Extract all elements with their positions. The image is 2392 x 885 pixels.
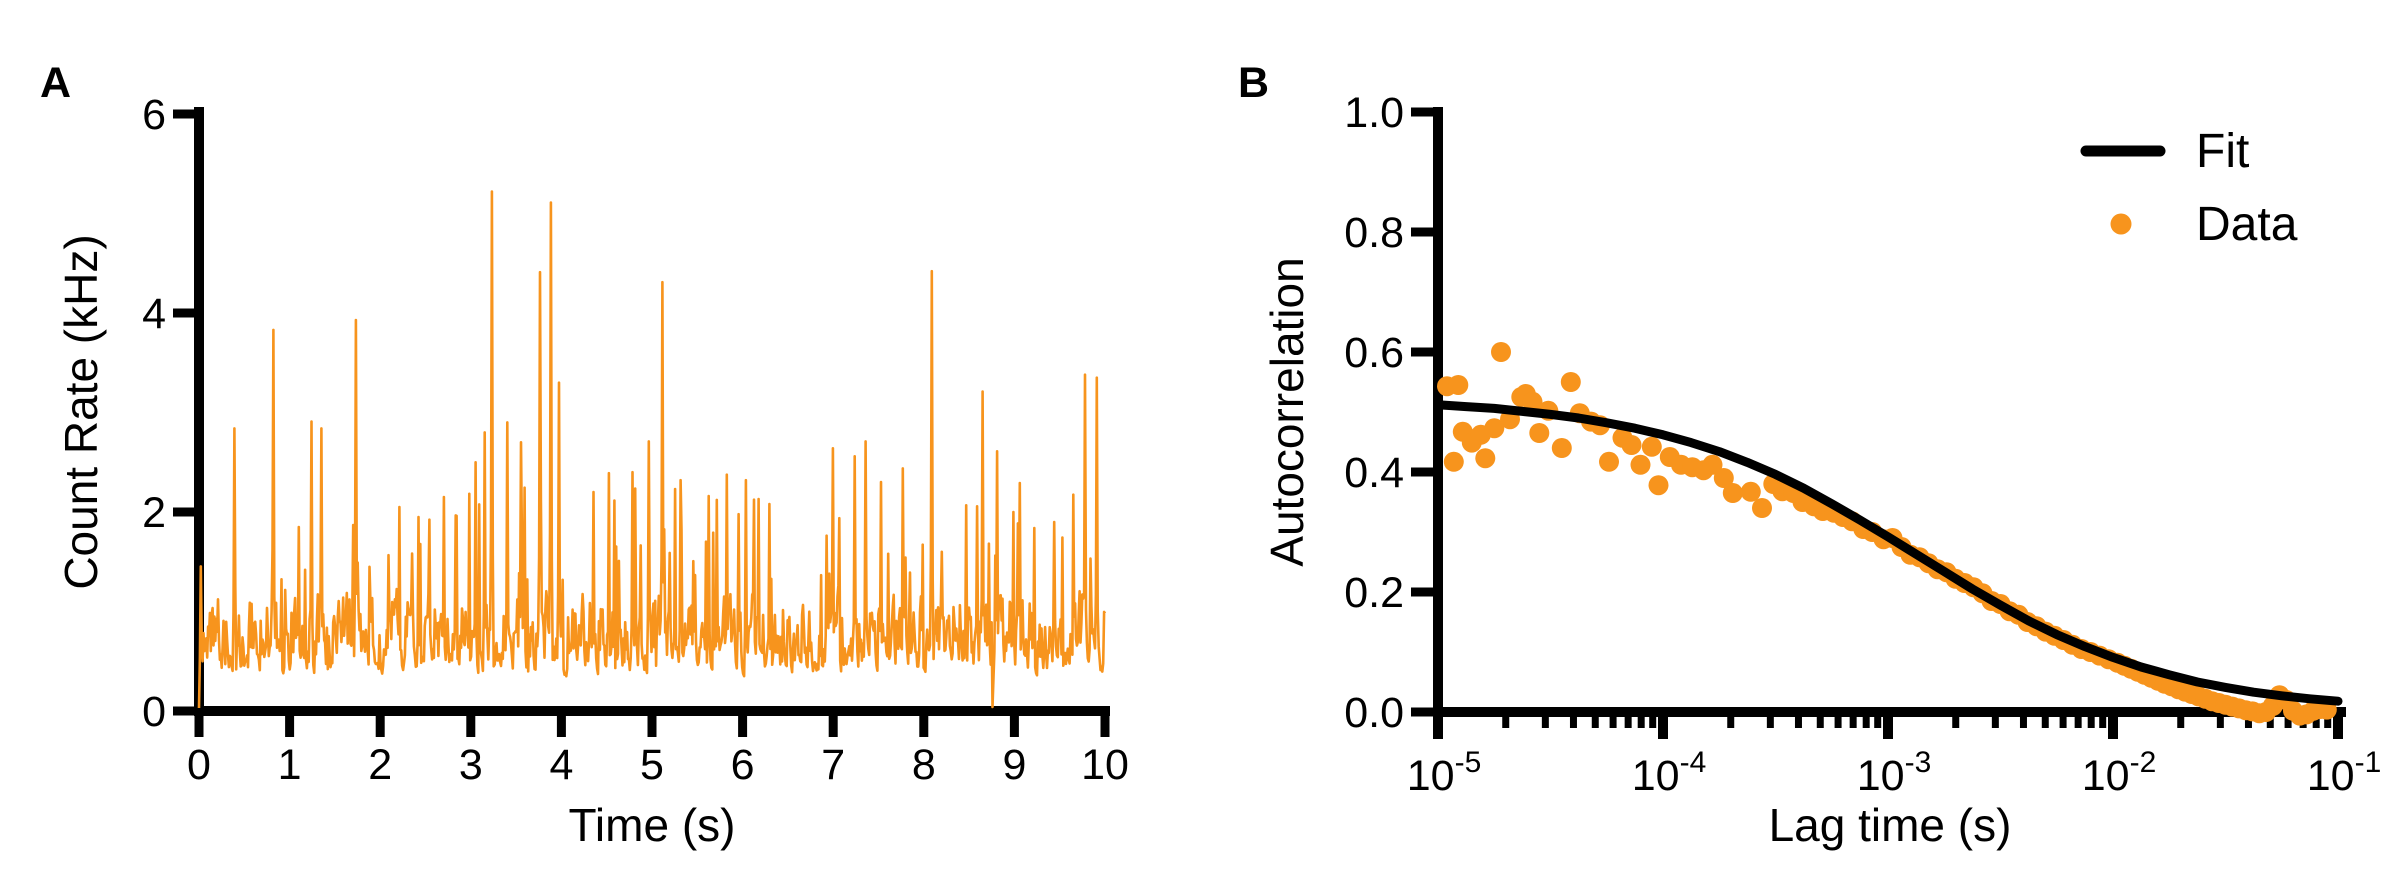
autocorrelation-data-point [1621,435,1642,455]
panel-b: B Autocorrelation Lag time (s) 0.0 0.2 0.4… [1238,59,2381,851]
panel-a-y-tick-label: 0 [142,688,166,736]
autocorrelation-data-point [1560,372,1581,392]
panel-a-x-tick-label: 1 [278,741,302,789]
autocorrelation-data-point [1448,375,1469,395]
count-rate-trace-line [197,190,1107,709]
autocorrelation-data-point [1722,483,1743,503]
autocorrelation-data-point [1648,475,1669,496]
autocorrelation-data-point [1713,468,1734,488]
autocorrelation-data-point [1522,391,1543,412]
autocorrelation-data-point [1702,454,1723,475]
panel-b-y-tick-label: 0.4 [1344,449,1404,497]
autocorrelation-data-point [1641,436,1662,457]
panel-a-y-tick-label: 2 [142,489,166,537]
autocorrelation-data-point [1529,423,1550,443]
panel-a-x-tick-label: 7 [821,741,845,789]
panel-a-x-tick-label: 5 [640,741,664,789]
panel-a-y-tick-label: 6 [142,91,166,139]
panel-b-y-tick-label: 0.0 [1344,689,1404,737]
panel-a-x-tick-label: 4 [549,741,573,789]
panel-b-x-tick-label: 10-5 [1407,746,1482,800]
autocorrelation-data-point [1491,342,1511,362]
panel-b-y-axis-title: Autocorrelation [1261,257,1313,566]
panel-b-x-tick-label: 10-3 [1857,746,1932,800]
panel-b-x-axis-title: Lag time (s) [1769,799,2012,851]
panel-a-y-tick-label: 4 [142,290,166,338]
panel-b-y-tick-label: 0.8 [1344,209,1404,257]
autocorrelation-data-point [1475,448,1496,469]
panel-a-x-tick-label: 8 [912,741,936,789]
autocorrelation-data-point [1752,498,1772,518]
panel-b-x-tick-label: 10-2 [2082,746,2157,800]
autocorrelation-data-point [1443,451,1464,472]
panel-a-x-tick-label: 6 [731,741,755,789]
panel-a-x-tick-label: 10 [1081,741,1129,789]
legend-data-label: Data [2196,198,2298,251]
panel-b-x-tick-label: 10-4 [1632,746,1707,800]
panel-b-y-tick-label: 1.0 [1344,89,1404,137]
autocorrelation-data-point [1599,451,1619,472]
panel-b-axes: 0.0 0.2 0.4 0.6 0.8 1.0 10-5 10-4 10-3 10-2 10-1 [1344,89,2381,800]
autocorrelation-data-point [1740,481,1761,502]
legend-data-dot-swatch [2110,213,2132,235]
panel-a-x-tick-label: 3 [459,741,483,789]
panel-a-axes: 0 2 4 6 0 1 2 3 4 5 6 7 8 9 10 [142,91,1129,789]
autocorrelation-data-point [1484,418,1505,439]
panel-b-fit-curve [1433,400,2343,706]
panel-b-label: B [1238,59,1269,107]
legend-fit-label: Fit [2196,125,2249,178]
autocorrelation-data-point [1551,438,1572,458]
panel-a-x-axis-title: Time (s) [569,799,736,851]
panel-b-y-tick-label: 0.2 [1344,569,1404,617]
autocorrelation-data-point [1630,454,1651,475]
panel-a-y-axis-title: Count Rate (kHz) [55,234,107,589]
panel-a-x-tick-label: 9 [1002,741,1026,789]
panel-b-legend: Fit Data [2080,125,2298,251]
panel-b-y-tick-label: 0.6 [1344,329,1404,377]
panel-b-x-tick-label: 10-1 [2307,746,2382,800]
panel-a: A Count Rate (kHz) Time (s) 0 2 4 6 0 1 2 3 4 5 6 7… [40,59,1129,851]
panel-a-x-tick-label: 2 [368,741,392,789]
panel-a-count-rate-trace [197,190,1107,709]
autocorrelation-fit-line [1433,400,2343,706]
panel-a-x-tick-label: 0 [187,741,211,789]
panel-a-label: A [40,59,71,107]
